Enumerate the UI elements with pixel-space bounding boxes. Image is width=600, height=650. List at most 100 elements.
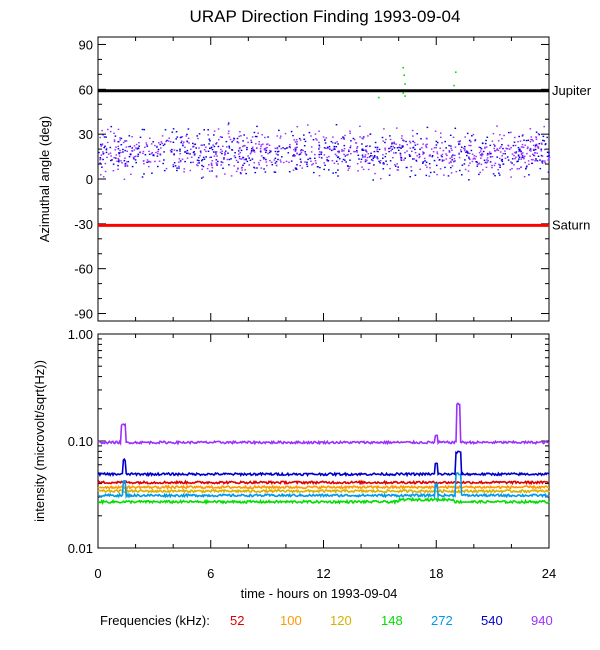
- frequency-legend-label: Frequencies (kHz):: [100, 613, 210, 628]
- azimuth-point: [246, 137, 248, 139]
- azimuth-point: [165, 167, 168, 170]
- azimuth-point: [212, 151, 215, 153]
- azimuth-point: [500, 146, 502, 148]
- azimuth-point: [186, 140, 188, 142]
- azimuth-point: [501, 138, 503, 140]
- azimuth-point: [366, 156, 369, 159]
- azimuth-point: [535, 158, 537, 160]
- azimuth-point: [518, 135, 520, 138]
- azimuth-point: [242, 157, 245, 159]
- azimuth-point: [320, 153, 322, 155]
- azimuth-point: [517, 160, 519, 162]
- azimuth-point: [501, 160, 504, 163]
- azimuth-point: [492, 133, 495, 135]
- azimuth-point: [145, 142, 148, 144]
- azimuth-point: [400, 157, 402, 159]
- azimuth-point: [137, 147, 140, 150]
- azimuth-point: [433, 147, 436, 149]
- azimuth-point: [132, 156, 135, 159]
- azimuth-point: [171, 131, 174, 133]
- azimuth-point: [242, 140, 244, 142]
- azimuth-point: [535, 136, 537, 138]
- azimuth-point: [383, 163, 385, 165]
- azimuth-point: [491, 155, 494, 158]
- azimuth-point: [265, 158, 267, 161]
- azimuth-point: [478, 163, 480, 165]
- intensity-y-label: intensity (microvolt/sqrt(Hz)): [32, 360, 47, 522]
- azimuth-point: [508, 148, 511, 150]
- azimuth-point: [486, 152, 489, 155]
- azimuth-point: [485, 162, 488, 164]
- azimuth-point: [208, 143, 210, 145]
- azimuth-point: [238, 147, 241, 150]
- azimuth-point: [441, 142, 443, 144]
- azimuth-point: [349, 132, 351, 134]
- azimuth-y-tick-label: 0: [86, 172, 93, 187]
- azimuth-point: [142, 152, 144, 155]
- azimuth-point: [432, 151, 435, 153]
- azimuth-point: [187, 152, 189, 155]
- azimuth-point: [480, 157, 482, 159]
- azimuth-point: [306, 165, 309, 168]
- azimuth-point: [189, 169, 192, 172]
- azimuth-point: [318, 141, 320, 144]
- azimuth-point: [448, 151, 451, 153]
- azimuth-point: [400, 137, 403, 140]
- azimuth-point: [530, 136, 533, 138]
- azimuth-point: [521, 155, 524, 157]
- azimuth-point: [450, 147, 452, 150]
- azimuth-point: [286, 147, 289, 149]
- azimuth-point: [533, 149, 535, 151]
- azimuth-point: [530, 158, 533, 161]
- azimuth-point: [100, 145, 102, 147]
- azimuth-point: [275, 160, 278, 163]
- azimuth-point: [428, 163, 431, 165]
- azimuth-point: [463, 149, 466, 152]
- azimuth-point: [425, 145, 427, 148]
- azimuth-point: [325, 147, 327, 150]
- azimuth-point: [107, 153, 110, 155]
- azimuth-point: [105, 149, 108, 151]
- azimuth-point: [238, 153, 240, 155]
- azimuth-point: [270, 161, 273, 163]
- azimuth-point: [388, 174, 391, 176]
- azimuth-point: [148, 153, 151, 155]
- azimuth-point: [467, 164, 470, 167]
- azimuth-point: [529, 148, 532, 150]
- azimuth-point: [134, 155, 137, 157]
- azimuth-point: [337, 169, 339, 171]
- azimuth-point: [253, 149, 255, 151]
- azimuth-point: [520, 158, 522, 160]
- azimuth-point: [373, 156, 376, 158]
- azimuth-point: [163, 169, 166, 172]
- azimuth-point: [516, 160, 518, 163]
- azimuth-point: [150, 143, 153, 145]
- azimuth-point: [337, 163, 339, 165]
- chart-title: URAP Direction Finding 1993-09-04: [190, 7, 461, 26]
- azimuth-point: [238, 135, 241, 138]
- azimuth-point: [460, 149, 462, 151]
- azimuth-point: [367, 135, 369, 137]
- azimuth-point: [221, 152, 223, 155]
- azimuth-point: [479, 154, 482, 156]
- azimuth-point: [324, 138, 326, 141]
- azimuth-point: [122, 141, 125, 144]
- azimuth-point: [419, 155, 421, 158]
- azimuth-point: [215, 159, 218, 161]
- azimuth-point: [356, 149, 358, 152]
- azimuth-point: [201, 158, 204, 161]
- azimuth-point: [168, 137, 170, 139]
- azimuth-point: [219, 136, 222, 138]
- azimuth-point: [528, 163, 530, 165]
- azimuth-point: [373, 155, 376, 157]
- azimuth-point: [213, 145, 216, 148]
- intensity-series: [97, 402, 550, 506]
- azimuth-point: [117, 164, 119, 167]
- azimuth-point: [181, 158, 184, 160]
- azimuth-point: [372, 179, 374, 181]
- azimuth-point: [202, 156, 205, 159]
- azimuth-point: [99, 163, 101, 165]
- azimuth-point: [412, 135, 414, 137]
- azimuth-point: [488, 153, 490, 155]
